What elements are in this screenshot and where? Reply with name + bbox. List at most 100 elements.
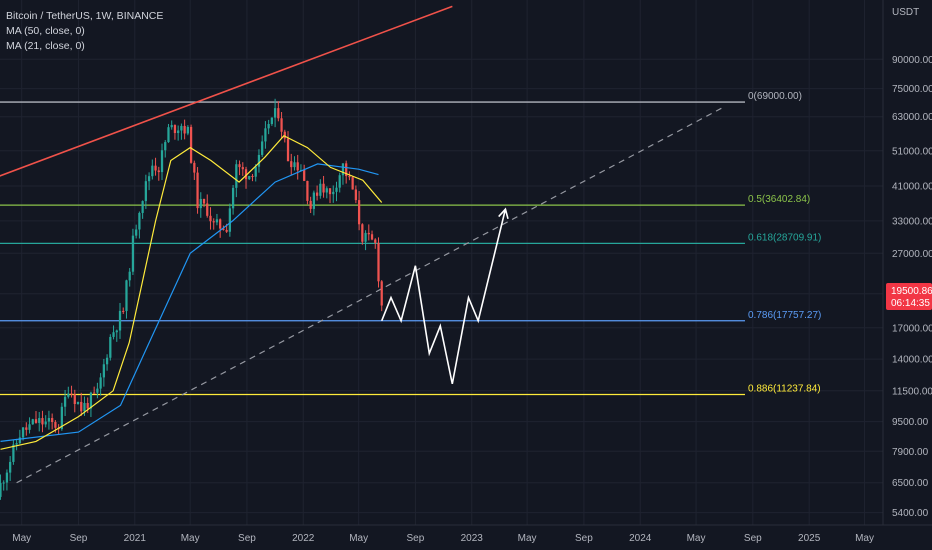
candle-body	[73, 394, 76, 405]
y-tick-label: 9500.00	[892, 417, 929, 428]
candle-body	[86, 402, 89, 409]
candle-body	[170, 125, 173, 128]
candle-body	[112, 332, 115, 337]
candle-body	[21, 427, 25, 438]
candle-body	[54, 422, 57, 428]
candle-body	[173, 125, 177, 134]
projection-drawing[interactable]	[380, 207, 509, 385]
x-tick-label: May	[181, 533, 200, 544]
candle-body	[202, 198, 206, 204]
candle-body	[332, 191, 335, 195]
y-tick-label: 7900.00	[892, 447, 929, 458]
candle-body	[361, 224, 364, 242]
projection-path	[380, 209, 507, 385]
candle-body	[2, 482, 5, 484]
last-price: 19500.86	[891, 286, 932, 297]
y-tick-label: 27000.00	[892, 249, 932, 260]
candle-body	[374, 239, 377, 243]
candle-body	[109, 336, 112, 358]
y-tick-label: 75000.00	[892, 84, 932, 95]
candle-body	[251, 175, 254, 177]
candle-body	[5, 472, 9, 483]
candle-body	[199, 198, 202, 209]
fibonacci-retracement[interactable]: 0(69000.00) 0.5(36402.84) 0.618(28709.91) 0…	[0, 91, 821, 396]
y-tick-label: 6500.00	[892, 478, 929, 489]
candle-body	[89, 392, 93, 409]
candle-body	[206, 203, 209, 216]
bar-countdown: 06:14:35	[891, 298, 930, 309]
candle-body	[151, 165, 154, 177]
candle-series	[0, 98, 383, 500]
y-tick-label: 51000.00	[892, 146, 932, 157]
fib-level-label: 0.618(28709.91)	[748, 232, 821, 243]
candle-body	[157, 170, 160, 173]
candle-body	[348, 176, 351, 178]
candle-body	[154, 165, 157, 171]
time-scale[interactable]: May Sep 2021 May Sep 2022 May Sep 2023 May Sep 2024…	[12, 533, 874, 544]
candle-body	[115, 330, 118, 333]
candle-body	[280, 118, 283, 132]
candle-body	[196, 172, 199, 209]
candle-body	[102, 364, 105, 378]
x-tick-label: Sep	[407, 533, 425, 544]
candle-body	[18, 437, 21, 444]
candle-body	[60, 406, 63, 430]
candle-body	[328, 188, 332, 195]
candle-body	[177, 130, 180, 134]
candle-body	[235, 164, 238, 188]
price-badge-bg	[886, 283, 932, 310]
candle-body	[225, 229, 228, 232]
candle-body	[219, 219, 222, 229]
x-tick-label: 2024	[629, 533, 652, 544]
candle-body	[364, 232, 367, 242]
candle-body	[38, 418, 41, 423]
candle-body	[128, 271, 131, 281]
candle-body	[76, 401, 80, 405]
candle-body	[189, 126, 193, 163]
y-tick-label: 11500.00	[892, 386, 932, 397]
fib-level-label: 0.886(11237.84)	[748, 384, 821, 395]
symbol-title[interactable]: Bitcoin / TetherUS, 1W, BINANCE	[6, 10, 164, 22]
candle-body	[248, 175, 251, 180]
candle-body	[28, 424, 31, 430]
ma50-line	[0, 163, 379, 442]
candle-body	[135, 229, 138, 236]
indicator-ma50[interactable]: MA (50, close, 0)	[6, 25, 85, 37]
candle-body	[306, 180, 309, 201]
axes: USDT	[0, 0, 932, 526]
candle-body	[0, 483, 2, 497]
candle-body	[370, 234, 374, 240]
candle-body	[338, 175, 341, 188]
candle-body	[44, 421, 47, 425]
candle-body	[31, 419, 34, 425]
candle-body	[283, 131, 286, 139]
candle-body	[325, 188, 328, 193]
candle-body	[341, 163, 345, 176]
candle-body	[209, 215, 212, 222]
candle-body	[125, 280, 128, 312]
candle-body	[319, 183, 322, 196]
candle-body	[228, 208, 231, 232]
candle-body	[186, 126, 189, 134]
candle-body	[351, 177, 354, 190]
candle-body	[315, 192, 319, 196]
y-tick-label: 33000.00	[892, 216, 932, 227]
fib-level-label: 0.786(17757.27)	[748, 310, 821, 321]
candle-body	[12, 444, 15, 462]
support-trendline-dashed	[16, 106, 725, 484]
candle-body	[34, 419, 38, 423]
candle-body	[138, 212, 141, 230]
candle-body	[131, 235, 135, 272]
candle-body	[270, 117, 274, 124]
candle-body	[41, 418, 44, 425]
candle-body	[144, 181, 147, 202]
candle-body	[309, 200, 312, 209]
trend-drawings[interactable]	[0, 5, 725, 484]
ma21-line	[0, 134, 383, 450]
indicator-ma21[interactable]: MA (21, close, 0)	[6, 40, 85, 52]
candle-body	[215, 219, 219, 223]
x-tick-label: May	[12, 533, 31, 544]
candle-body	[241, 167, 244, 170]
candle-body	[290, 161, 293, 168]
